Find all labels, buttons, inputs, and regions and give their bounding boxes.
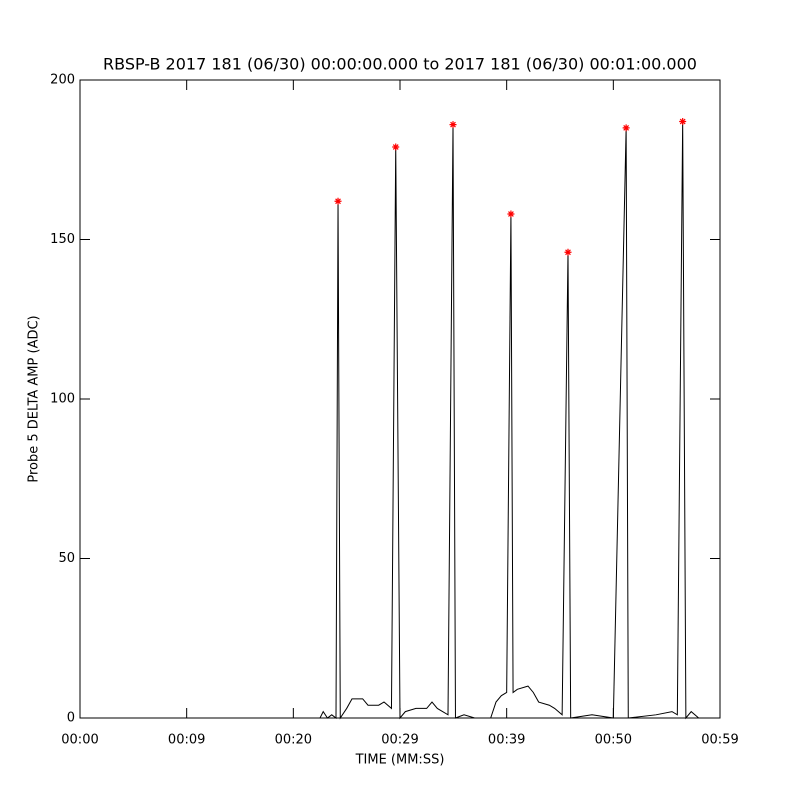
peak-marker bbox=[334, 197, 342, 205]
x-tick-label: 00:29 bbox=[381, 733, 418, 748]
y-tick-label: 0 bbox=[67, 711, 75, 726]
peak-marker bbox=[679, 117, 687, 125]
chart-title: RBSP-B 2017 181 (06/30) 00:00:00.000 to … bbox=[103, 55, 697, 74]
x-tick-label: 00:59 bbox=[701, 733, 738, 748]
x-tick-label: 00:39 bbox=[488, 733, 525, 748]
y-axis-label: Probe 5 DELTA AMP (ADC) bbox=[27, 315, 42, 482]
peak-marker bbox=[449, 121, 457, 129]
y-tick-label: 50 bbox=[58, 551, 75, 566]
data-line bbox=[80, 121, 710, 720]
y-tick-label: 200 bbox=[50, 73, 75, 88]
peak-marker bbox=[564, 248, 572, 256]
peak-marker bbox=[622, 124, 630, 132]
x-tick-label: 00:50 bbox=[595, 733, 632, 748]
x-tick-label: 00:00 bbox=[61, 733, 98, 748]
x-axis-label: TIME (MM:SS) bbox=[355, 753, 445, 768]
x-tick-label: 00:09 bbox=[168, 733, 205, 748]
y-tick-label: 100 bbox=[50, 392, 75, 407]
y-tick-label: 150 bbox=[50, 232, 75, 247]
x-tick-label: 00:20 bbox=[275, 733, 312, 748]
peak-marker bbox=[392, 143, 400, 151]
peak-marker bbox=[507, 210, 515, 218]
plot-frame bbox=[79, 79, 721, 719]
